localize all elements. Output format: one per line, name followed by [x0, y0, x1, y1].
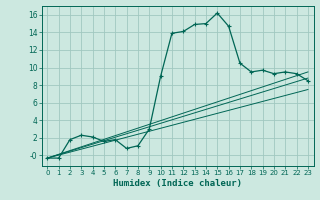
X-axis label: Humidex (Indice chaleur): Humidex (Indice chaleur) [113, 179, 242, 188]
